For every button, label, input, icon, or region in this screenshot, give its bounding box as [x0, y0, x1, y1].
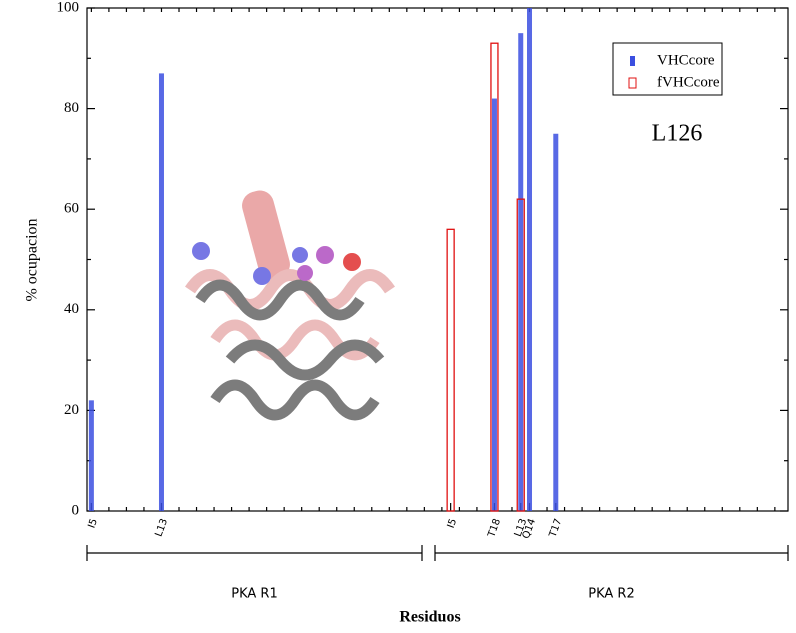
x-axis-label: Residuos — [399, 609, 460, 626]
legend-label: VHCcore — [657, 52, 715, 68]
group-label: PKA R2 — [588, 587, 634, 602]
bar — [88, 400, 94, 511]
y-tick-label: 100 — [57, 0, 80, 15]
group-label: PKA R1 — [231, 587, 277, 602]
x-tick-label: T17 — [547, 517, 564, 539]
protein-illustration — [185, 190, 395, 421]
y-tick-label: 0 — [72, 502, 80, 518]
legend-swatch — [628, 77, 637, 89]
annotation: L126 — [652, 121, 703, 147]
legend-label: fVHCcore — [657, 74, 720, 90]
bar — [158, 73, 164, 511]
legend-box — [612, 42, 723, 96]
y-tick-label: 60 — [64, 201, 79, 217]
x-tick-label: I5 — [86, 517, 100, 530]
y-tick-label: 40 — [64, 301, 79, 317]
x-tick-label: L13 — [154, 517, 171, 538]
y-tick-label: 20 — [64, 402, 79, 418]
legend-swatch — [630, 56, 635, 66]
x-tick-label: T18 — [486, 517, 503, 539]
bar — [553, 133, 559, 511]
bar — [516, 198, 525, 512]
bar — [527, 8, 533, 511]
y-axis-label: % ocupacion — [24, 218, 41, 301]
y-tick-label: 80 — [64, 100, 79, 116]
bar — [518, 33, 524, 512]
bar — [491, 98, 497, 511]
x-tick-label: I5 — [446, 517, 460, 530]
bar — [446, 228, 455, 512]
bar — [490, 42, 499, 512]
